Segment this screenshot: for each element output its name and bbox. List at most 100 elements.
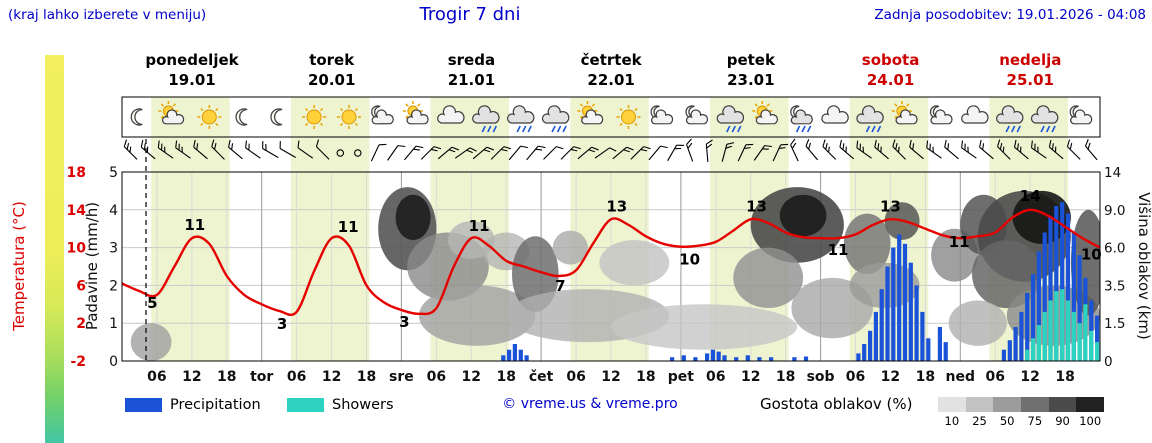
daylight-band [290, 97, 370, 361]
shower-bar [1071, 311, 1076, 361]
x-axis-time-label: 06 [706, 369, 725, 385]
cloud-density-scale-segment [1021, 397, 1049, 412]
temp-label: 11 [184, 216, 205, 234]
page-title: Trogir 7 dni [419, 4, 521, 25]
x-axis-time-label: 06 [566, 369, 585, 385]
last-update-text: Zadnja posodobitev: 19.01.2026 - 04:08 [874, 7, 1146, 23]
cloud-density-scale-value: 75 [1027, 414, 1043, 428]
wind-barb [228, 139, 243, 160]
precip-bar [1013, 327, 1018, 361]
temp-label: 11 [338, 218, 359, 236]
weather-icon-moon-cloud [371, 105, 394, 125]
precip-bar [501, 355, 506, 361]
wind-barb [874, 139, 889, 160]
weather-icon-moon-rain [790, 105, 813, 133]
temp-label: 11 [469, 217, 490, 235]
precip-bar [1095, 315, 1100, 361]
wind-barb [979, 139, 994, 160]
location-hint: (kraj lahko izberete v meniju) [8, 7, 207, 23]
wind-barb [1066, 139, 1081, 160]
shower-bar [1054, 291, 1059, 361]
day-date: 21.01 [447, 71, 496, 89]
wind-barb [926, 140, 942, 159]
precip-bar [943, 342, 948, 361]
wind-barb [772, 143, 789, 162]
wind-barb [175, 140, 191, 159]
x-axis-time-label: 18 [217, 369, 236, 385]
wind-barb [892, 139, 906, 160]
wind-barbs-row [123, 138, 1098, 163]
wind-barb [839, 139, 855, 160]
wind-barb [667, 144, 684, 162]
x-axis-time-label: 12 [462, 369, 481, 385]
weather-icon-cloud-rain [716, 105, 745, 133]
temp-label: 3 [277, 315, 287, 333]
wind-barb [1085, 139, 1098, 161]
wind-barb [856, 140, 872, 159]
day-date: 19.01 [168, 71, 216, 89]
weather-icon-sun [337, 105, 361, 129]
cloud-blob [843, 213, 891, 274]
wind-barb [648, 145, 668, 161]
precip-bar [885, 266, 890, 361]
weather-icon-cloud [437, 105, 465, 124]
precip-axis-tick: 5 [109, 165, 118, 181]
x-axis-time-label: 06 [427, 369, 446, 385]
day-header-petek: petek 23.01 [681, 50, 821, 90]
weather-icon-cloud-rain [472, 105, 500, 133]
x-axis-time-label: 12 [182, 369, 201, 385]
shower-bar [1089, 330, 1094, 361]
wind-barb [753, 145, 772, 161]
wind-barb [245, 140, 261, 159]
precip-bar [1019, 311, 1024, 361]
cloud-height-axis-tick: 6.0 [1104, 241, 1125, 257]
precipitation-axis-label: Padavine (mm/h) [83, 202, 101, 330]
precip-bar [518, 349, 523, 361]
precip-bar [920, 311, 925, 361]
x-axis-time-label: 18 [636, 369, 655, 385]
precip-bar [908, 262, 913, 361]
cloud-density-scale-segment [993, 397, 1022, 412]
x-axis-time-label: 18 [496, 369, 515, 385]
precip-bar [856, 353, 861, 361]
precip-bar [937, 327, 942, 361]
wind-barb [1048, 139, 1064, 160]
precip-bar [734, 357, 739, 361]
wind-barb [490, 146, 512, 160]
cloud-height-axis-tick: 9.0 [1104, 203, 1125, 219]
day-date: 20.01 [307, 71, 356, 89]
wind-barb [577, 146, 599, 160]
x-axis-time-label: 18 [1055, 369, 1074, 385]
precip-bar [914, 285, 919, 361]
cloud-blob [448, 221, 495, 259]
wind-barb [437, 146, 460, 160]
precip-bar [879, 289, 884, 361]
cloud-density-scale-labels: 10 25 50 75 90 100 [938, 414, 1104, 428]
precip-bar [524, 355, 529, 361]
weather-icon-moon [235, 108, 248, 126]
precip-bar [507, 349, 512, 361]
temp-label: 5 [147, 294, 157, 312]
cloud-density-scale-value: 50 [999, 414, 1015, 428]
wind-calm-circle [354, 149, 362, 157]
wind-barb [790, 138, 799, 162]
copyright-link[interactable]: © vreme.us & vreme.pro [502, 396, 678, 412]
daylight-band [151, 97, 230, 361]
wind-barb [686, 138, 694, 162]
precip-axis-tick: 4 [109, 203, 118, 219]
x-axis-time-label: 18 [916, 369, 935, 385]
temp-label: 13 [880, 197, 901, 215]
precip-bar [1071, 232, 1076, 361]
day-name: torek [309, 51, 355, 69]
precip-bar [710, 349, 715, 361]
precip-bar [926, 338, 931, 361]
wind-barb [193, 139, 208, 160]
cloud-height-axis-tick: 1.5 [1104, 316, 1125, 332]
cloud-blob [395, 194, 431, 241]
weather-icon-sun-cloud [752, 101, 778, 125]
wind-barb [454, 147, 477, 159]
cloud-density-scale-segment [965, 397, 994, 412]
precipitation-swatch [125, 398, 162, 412]
precip-bar [1025, 293, 1030, 361]
weather-icon-sun-cloud [577, 101, 604, 125]
